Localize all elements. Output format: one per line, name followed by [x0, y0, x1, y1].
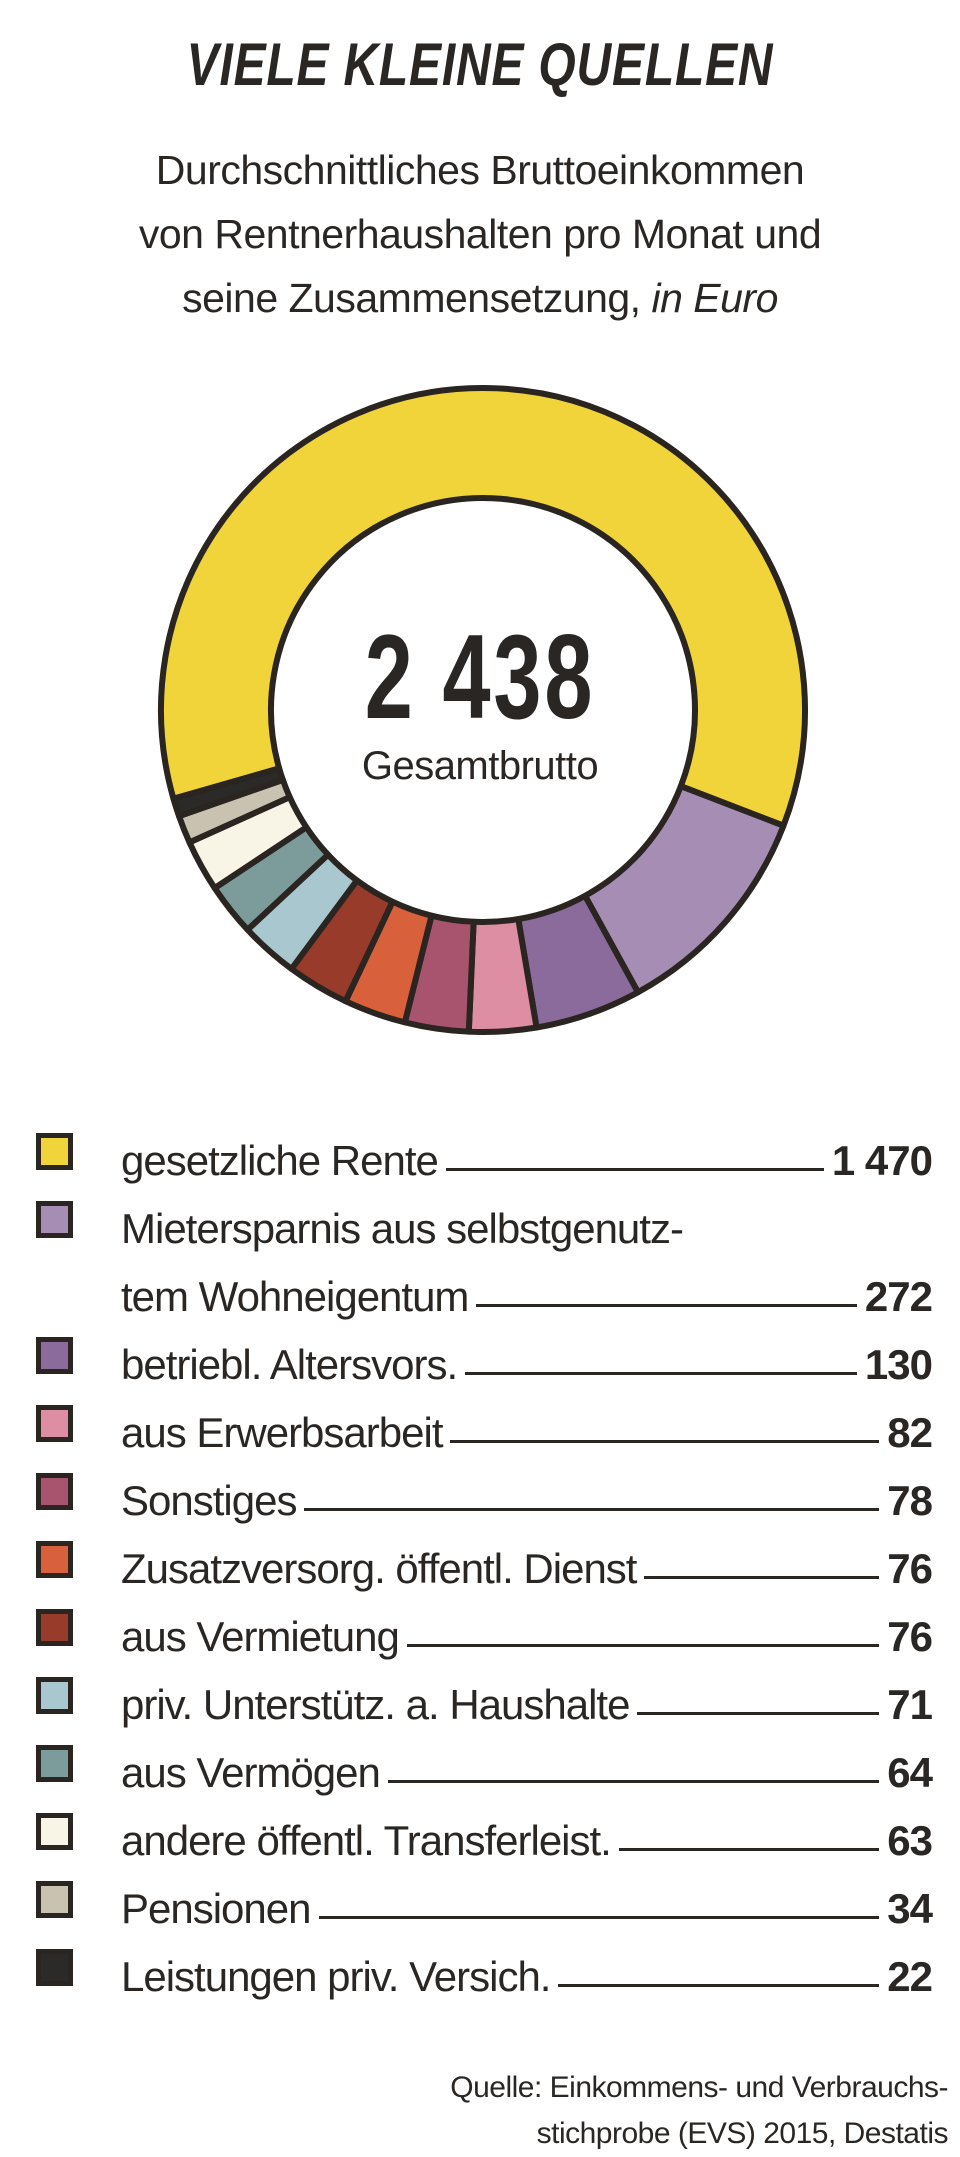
legend-value: 34 — [887, 1885, 933, 1932]
legend-item: aus Erwerbsarbeit 82 — [36, 1389, 933, 1457]
legend: gesetzliche Rente 1 470 Mietersparnis aus … — [36, 1117, 933, 2001]
leader-line — [445, 1168, 824, 1171]
legend-label: tem Wohneigentum — [121, 1273, 469, 1320]
legend-value: 71 — [887, 1681, 933, 1728]
total-value: 2 438 — [364, 610, 596, 744]
legend-value: 76 — [887, 1613, 933, 1660]
leader-line — [558, 1984, 880, 1987]
legend-swatch — [36, 1200, 73, 1238]
leader-line — [450, 1440, 880, 1443]
legend-label: aus Vermögen — [121, 1749, 381, 1796]
legend-value: 76 — [887, 1545, 933, 1592]
subtitle-text: seine Zusammensetzung, — [182, 275, 652, 321]
legend-value: 78 — [887, 1477, 933, 1524]
legend-item-continued: tem Wohneigentum 272 — [36, 1253, 933, 1321]
legend-item: Pensionen 34 — [36, 1865, 933, 1933]
legend-value: 64 — [887, 1749, 933, 1796]
legend-item: Mietersparnis aus selbstgenutz- — [36, 1185, 932, 1253]
total-label: Gesamtbrutto — [361, 744, 599, 788]
legend-swatch — [36, 1608, 73, 1646]
legend-swatch — [36, 1404, 73, 1442]
legend-value: 1 470 — [831, 1137, 933, 1184]
legend-swatch — [36, 1880, 73, 1918]
leader-line — [465, 1372, 857, 1375]
legend-value: 272 — [864, 1273, 933, 1320]
source-note: Quelle: Einkommens- und Verbrauchs- stic… — [450, 2065, 948, 2157]
legend-label: betriebl. Altersvors. — [121, 1341, 458, 1388]
donut-chart — [158, 385, 808, 1035]
legend-swatch — [36, 1336, 73, 1374]
donut-slice-11 — [170, 765, 286, 820]
legend-item: Zusatzversorg. öffentl. Dienst 76 — [36, 1525, 933, 1593]
leader-line — [618, 1848, 880, 1851]
chart-title: VIELE KLEINE QUELLEN — [186, 31, 774, 98]
legend-label: gesetzliche Rente — [121, 1137, 439, 1184]
legend-label: Sonstiges — [121, 1477, 297, 1524]
leader-line — [387, 1780, 880, 1783]
leader-line — [644, 1576, 880, 1579]
legend-item: aus Vermögen 64 — [36, 1729, 933, 1797]
legend-label: Pensionen — [121, 1885, 311, 1932]
legend-value: 82 — [887, 1409, 933, 1456]
leader-line — [476, 1304, 857, 1307]
legend-swatch — [36, 1676, 73, 1714]
subtitle-unit: in Euro — [651, 275, 778, 321]
legend-value: 22 — [887, 1953, 933, 2000]
legend-label: aus Erwerbsarbeit — [121, 1409, 443, 1456]
subtitle-line: Durchschnittliches Bruttoeinkommen — [155, 147, 805, 193]
source-line: stichprobe (EVS) 2015, Destatis — [536, 2117, 949, 2150]
legend-swatch — [36, 1132, 73, 1170]
chart-subtitle: Durchschnittliches Bruttoeinkommen von R… — [0, 138, 960, 330]
legend-swatch — [36, 1540, 73, 1578]
legend-item: andere öffentl. Transferleist. 63 — [36, 1797, 933, 1865]
legend-item: betriebl. Altersvors. 130 — [36, 1321, 933, 1389]
legend-item: Sonstiges 78 — [36, 1457, 933, 1525]
legend-label: andere öffentl. Transferleist. — [121, 1817, 612, 1864]
legend-label: Leistungen priv. Versich. — [121, 1953, 551, 2000]
legend-swatch — [36, 1744, 73, 1782]
leader-line — [637, 1712, 880, 1715]
legend-swatch — [36, 1472, 73, 1510]
legend-swatch — [36, 1812, 73, 1850]
legend-label: Zusatzversorg. öffentl. Dienst — [121, 1545, 637, 1592]
legend-item: gesetzliche Rente 1 470 — [36, 1117, 933, 1185]
legend-item: aus Vermietung 76 — [36, 1593, 933, 1661]
legend-swatch — [36, 1948, 73, 1986]
legend-label: priv. Unterstütz. a. Haushalte — [121, 1681, 630, 1728]
legend-label: Mietersparnis aus selbstgenutz- — [121, 1205, 684, 1252]
legend-value: 130 — [864, 1341, 933, 1388]
donut-slice-0 — [158, 385, 808, 829]
leader-line — [406, 1644, 880, 1647]
legend-item: Leistungen priv. Versich. 22 — [36, 1933, 933, 2001]
legend-label: aus Vermietung — [121, 1613, 400, 1660]
source-line: Quelle: Einkommens- und Verbrauchs- — [450, 2071, 948, 2104]
legend-item: priv. Unterstütz. a. Haushalte 71 — [36, 1661, 933, 1729]
leader-line — [304, 1508, 880, 1511]
subtitle-line: seine Zusammensetzung, in Euro — [0, 266, 960, 330]
legend-value: 63 — [887, 1817, 933, 1864]
subtitle-line: von Rentnerhaushalten pro Monat und — [138, 211, 822, 257]
leader-line — [318, 1916, 880, 1919]
